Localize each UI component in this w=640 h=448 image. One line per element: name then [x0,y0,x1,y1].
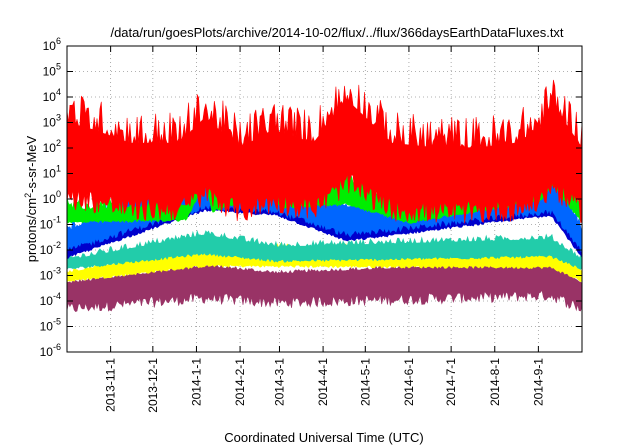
y-tick-exponent: 5 [56,62,61,72]
y-tick-exponent: 0 [56,189,61,199]
x-axis: 2013-11-1 2013-12-1 2014-1-1 2014-2-1 2014-3… [104,46,545,413]
y-tick-base: 10 [43,39,57,53]
y-tick-exponent: -5 [53,317,61,327]
y-axis-label-prefix: protons/cm [24,198,39,262]
y-tick-label: 10-6 [40,342,61,359]
y-tick-label: 10-1 [40,215,61,232]
y-tick-exponent: -6 [53,342,61,352]
x-tick-label: 2013-12-1 [146,358,160,413]
y-tick-base: 10 [40,269,54,283]
x-tick-label: 2014-2-1 [233,358,247,406]
y-tick-label: 10-3 [40,266,61,283]
y-tick-exponent: -1 [53,215,61,225]
y-axis-label-suffix: -s-sr-MeV [24,135,39,192]
y-tick-exponent: -3 [53,266,61,276]
x-tick-label: 2014-8-1 [488,358,502,406]
y-tick-base: 10 [43,65,57,79]
y-tick-label: 100 [43,189,61,206]
y-tick-base: 10 [40,294,54,308]
plot-area [66,46,583,352]
y-tick-base: 10 [43,192,57,206]
x-tick-label: 2013-11-1 [104,358,118,412]
y-tick-label: 10-2 [40,240,61,257]
x-tick-label: 2014-4-1 [316,358,330,406]
y-tick-exponent: 4 [56,87,61,97]
y-tick-label: 105 [43,62,61,79]
y-tick-exponent: 6 [56,36,61,46]
y-tick-base: 10 [43,116,57,130]
y-tick-label: 10-4 [40,291,61,308]
y-tick-exponent: -4 [53,291,61,301]
x-axis-label: Coordinated Universal Time (UTC) [224,430,423,445]
y-tick-exponent: 3 [56,113,61,123]
y-tick-label: 102 [43,138,61,155]
y-axis-label: protons/cm2-s-sr-MeV [23,135,39,262]
x-tick-label: 2014-6-1 [402,358,416,406]
y-tick-base: 10 [40,345,54,359]
y-tick-base: 10 [40,218,54,232]
x-tick-label: 2014-9-1 [531,358,545,406]
x-tick-label: 2014-1-1 [189,358,203,406]
x-tick-label: 2014-7-1 [444,358,458,406]
y-tick-base: 10 [40,243,54,257]
y-tick-base: 10 [43,141,57,155]
y-tick-label: 104 [43,87,61,104]
y-tick-exponent: 2 [56,138,61,148]
y-axis-label-superscript: 2 [23,193,33,198]
x-tick-label: 2014-5-1 [358,358,372,406]
x-tick-label: 2014-3-1 [272,358,286,406]
y-tick-base: 10 [43,90,57,104]
y-tick-exponent: 1 [56,164,61,174]
y-axis: 10-610-510-410-310-210-11001011021031041… [40,36,582,359]
y-tick-label: 106 [43,36,61,53]
y-tick-label: 103 [43,113,61,130]
chart-title: /data/run/goesPlots/archive/2014-10-02/f… [110,25,563,40]
y-tick-label: 10-5 [40,317,61,334]
y-tick-exponent: -2 [53,240,61,250]
y-tick-label: 101 [43,164,61,181]
y-tick-base: 10 [40,320,54,334]
y-tick-base: 10 [43,167,57,181]
